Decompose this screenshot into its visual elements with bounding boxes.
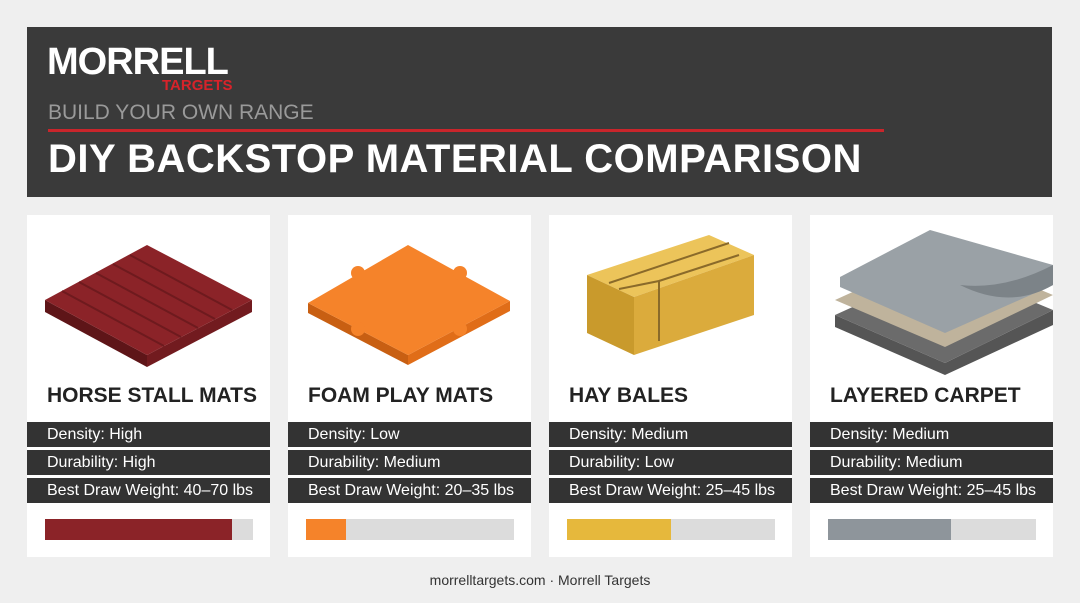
logo-sub: TARGETS bbox=[162, 77, 233, 94]
illustration bbox=[308, 245, 510, 365]
card-name: FOAM PLAY MATS bbox=[308, 384, 494, 407]
footer: morrelltargets.com · Morrell Targets bbox=[429, 572, 651, 588]
spec-row: Density: Medium bbox=[549, 422, 792, 447]
illustration bbox=[835, 230, 1053, 375]
rating-bar bbox=[45, 519, 233, 540]
logo: MORRELL bbox=[47, 41, 229, 83]
kicker: BUILD YOUR OWN RANGE bbox=[48, 101, 314, 124]
spec-row: Durability: High bbox=[27, 450, 270, 475]
spec-row: Best Draw Weight: 20–35 lbs bbox=[288, 478, 531, 503]
spec-row: Density: Medium bbox=[810, 422, 1053, 447]
spec-row: Durability: Medium bbox=[810, 450, 1053, 475]
spec-row: Durability: Medium bbox=[288, 450, 531, 475]
spec-row: Durability: Low bbox=[549, 450, 792, 475]
rating-track bbox=[45, 519, 253, 540]
title: DIY BACKSTOP MATERIAL COMPARISON bbox=[48, 137, 862, 181]
card: LAYERED CARPET Density: Medium Durabilit… bbox=[810, 215, 1053, 557]
rating-bar bbox=[306, 519, 346, 540]
header: MORRELL TARGETS BUILD YOUR OWN RANGE DIY… bbox=[27, 27, 1052, 197]
illustration bbox=[45, 245, 252, 367]
spec-row: Density: High bbox=[27, 422, 270, 447]
card: FOAM PLAY MATS Density: Low Durability: … bbox=[288, 215, 531, 557]
card: HORSE STALL MATS Density: High Durabilit… bbox=[27, 215, 270, 557]
card-name: HORSE STALL MATS bbox=[47, 384, 257, 407]
spec-row: Best Draw Weight: 25–45 lbs bbox=[549, 478, 792, 503]
rating-track bbox=[306, 519, 514, 540]
card-name: LAYERED CARPET bbox=[830, 384, 1021, 407]
rating-bar bbox=[567, 519, 671, 540]
spec-row: Best Draw Weight: 40–70 lbs bbox=[27, 478, 270, 503]
spec-row: Density: Low bbox=[288, 422, 531, 447]
spec-row: Best Draw Weight: 25–45 lbs bbox=[810, 478, 1053, 503]
rating-track bbox=[828, 519, 1036, 540]
illustration bbox=[587, 235, 754, 355]
card: HAY BALES Density: Medium Durability: Lo… bbox=[549, 215, 792, 557]
card-name: HAY BALES bbox=[569, 384, 689, 407]
rating-bar bbox=[828, 519, 951, 540]
rule bbox=[48, 129, 884, 132]
rating-track bbox=[567, 519, 775, 540]
